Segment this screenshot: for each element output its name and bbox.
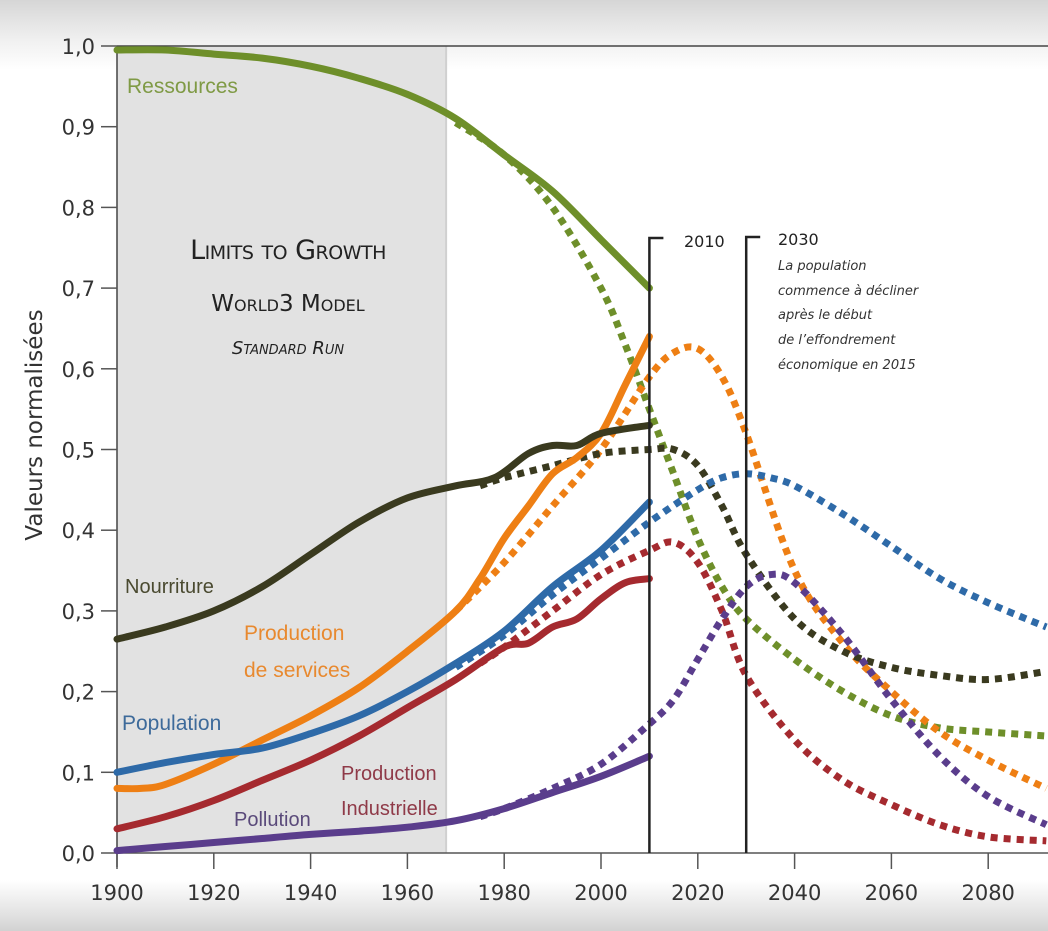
series-label-ressources: Ressources bbox=[127, 75, 238, 98]
chart-title-line3: Standard Run bbox=[232, 338, 344, 359]
observed-series-group bbox=[113, 46, 653, 855]
chart-title-line2: World3 Model bbox=[211, 291, 364, 317]
y-tick-label: 0,9 bbox=[62, 116, 95, 140]
marker-line-2010 bbox=[648, 236, 664, 853]
annotation-2030-note-5: économique en 2015 bbox=[778, 358, 916, 373]
model-line-pollution bbox=[478, 570, 1048, 828]
model-line-ressources bbox=[453, 119, 1047, 740]
x-tick-label: 2020 bbox=[671, 881, 724, 905]
marker-line-2030 bbox=[744, 235, 761, 853]
y-tick-label: 0,1 bbox=[62, 761, 95, 785]
y-tick-label: 0,2 bbox=[62, 681, 95, 705]
axes bbox=[101, 45, 1048, 869]
annotation-2030-note-1: La population bbox=[778, 259, 867, 274]
observed-line-nourriture bbox=[113, 421, 653, 643]
x-tick-label: 1960 bbox=[381, 881, 434, 905]
y-tick-label: 0,0 bbox=[62, 842, 95, 866]
observed-line-population bbox=[113, 498, 653, 776]
model-line-population bbox=[453, 470, 1048, 671]
annotation-2030-label: 2030 bbox=[778, 230, 819, 249]
y-axis-label: Valeurs normalisées bbox=[22, 309, 48, 540]
annotation-2030-note-2: commence à décliner bbox=[778, 284, 920, 299]
chart-title-line1: Limits to Growth bbox=[190, 235, 386, 266]
x-tick-label: 1940 bbox=[284, 881, 337, 905]
series-label-production-industrielle-line1: Production bbox=[341, 763, 437, 785]
y-tick-label: 0,4 bbox=[62, 519, 95, 543]
series-label-pollution: Pollution bbox=[234, 809, 311, 831]
annotation-2030-note-3: après le début bbox=[778, 308, 873, 323]
x-tick-label: 2060 bbox=[865, 881, 918, 905]
observed-line-production-de-services bbox=[113, 333, 653, 793]
x-tick-label: 1920 bbox=[187, 881, 240, 905]
y-tick-label: 0,6 bbox=[62, 358, 95, 382]
series-label-production-industrielle-line2: Industrielle bbox=[341, 798, 438, 820]
annotation-2030-note-4: de l’effondrement bbox=[778, 333, 896, 348]
tick-labels: 0,0 0,1 0,2 0,3 0,4 0,5 0,6 0,7 0,8 0,9 1,0 1900 192… bbox=[62, 35, 1015, 905]
y-tick-label: 0,7 bbox=[62, 277, 95, 301]
series-label-population: Population bbox=[122, 712, 221, 735]
observed-line-ressources bbox=[113, 46, 653, 292]
model-line-production-de-services bbox=[453, 343, 1048, 792]
x-tick-label: 1900 bbox=[90, 881, 143, 905]
y-tick-label: 1,0 bbox=[62, 35, 95, 59]
observed-line-pollution bbox=[113, 752, 653, 855]
model-line-production-industrielle bbox=[478, 538, 1047, 845]
year-markers bbox=[648, 235, 761, 853]
y-tick-label: 0,8 bbox=[62, 196, 95, 220]
y-tick-label: 0,5 bbox=[62, 439, 95, 463]
observed-line-production-industrielle bbox=[113, 575, 653, 833]
series-label-production-services-line1: Production bbox=[244, 622, 344, 645]
y-tick-label: 0,3 bbox=[62, 600, 95, 624]
x-tick-label: 1980 bbox=[477, 881, 530, 905]
x-tick-label: 2080 bbox=[961, 881, 1014, 905]
x-tick-label: 2000 bbox=[574, 881, 627, 905]
model-line-nourriture bbox=[478, 444, 1047, 684]
series-label-production-services-line2: de services bbox=[244, 659, 350, 682]
series-label-nourriture: Nourriture bbox=[125, 576, 214, 598]
x-tick-label: 2040 bbox=[768, 881, 821, 905]
annotation-2010-label: 2010 bbox=[684, 232, 725, 251]
